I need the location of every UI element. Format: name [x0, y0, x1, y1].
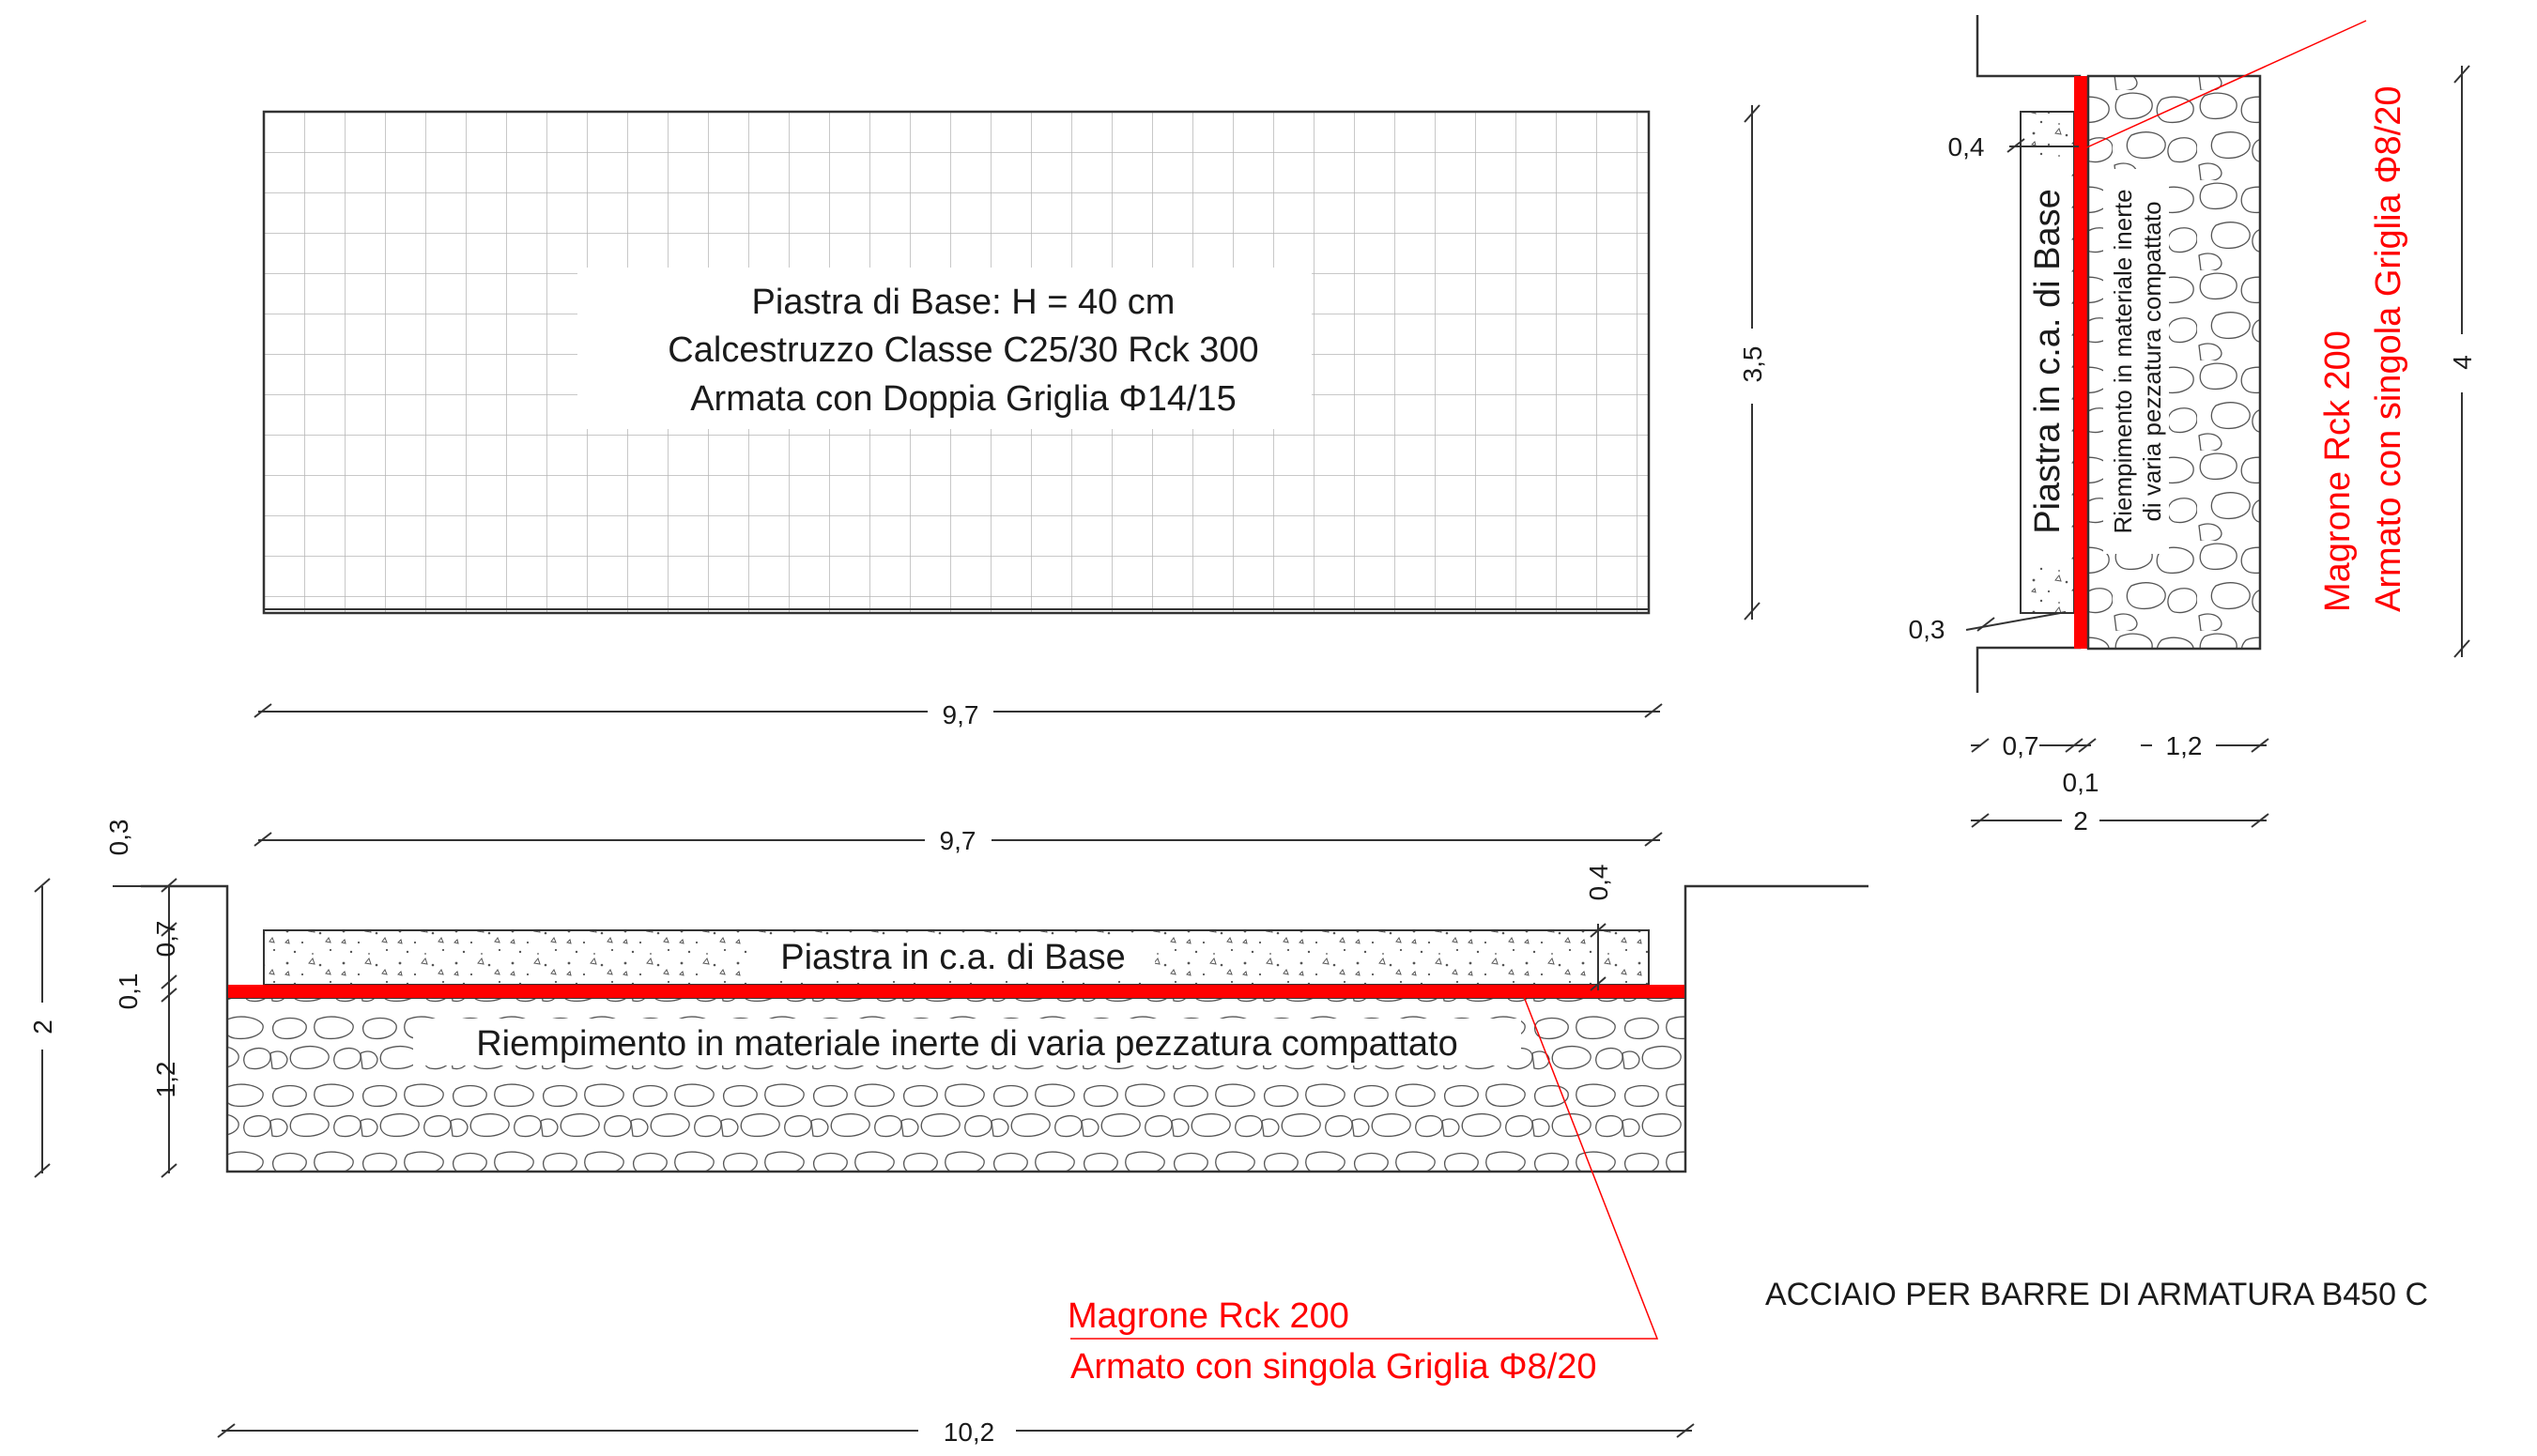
lean-label-line1: Magrone Rck 200 — [1068, 1296, 1349, 1336]
side-dim-12: 1,2 — [2166, 731, 2203, 760]
side-bottom-dimension-row — [1971, 738, 2269, 753]
plan-width-label: 9,7 — [943, 700, 979, 729]
plan-label-background — [577, 268, 1312, 429]
side-total-width-label: 2 — [2073, 806, 2088, 835]
side-total-height-label: 4 — [2448, 355, 2477, 370]
side-dim-03: 0,3 — [1909, 615, 1945, 644]
plan-title-line2: Calcestruzzo Classe C25/30 Rck 300 — [668, 330, 1258, 370]
side-total-height-dimension — [2453, 65, 2470, 658]
side-fill-label-background — [2103, 169, 2169, 554]
fill-label: Riempimento in materiale inerte di varia… — [476, 1024, 1458, 1064]
side-slab-label: Piastra in c.a. di Base — [2028, 189, 2068, 534]
left-total-dimension — [34, 878, 51, 1178]
fill-label-background — [413, 1019, 1521, 1065]
ground-profile — [141, 884, 1868, 1173]
side-lean-line2: Armato con singola Griglia Φ8/20 — [2369, 86, 2408, 612]
side-dim-04: 0,4 — [1948, 132, 1985, 161]
section-top-width-label: 9,7 — [940, 826, 976, 855]
left-dim-03: 0,3 — [104, 820, 133, 856]
slab-thickness-dimension — [1590, 923, 1607, 991]
long-section: Piastra in c.a. di Base Riempimento in m… — [28, 820, 1868, 1447]
lean-leader-line — [1070, 989, 1659, 1340]
plan-view: Piastra di Base: H = 40 cm Calcestruzzo … — [254, 104, 1767, 729]
slab-label: Piastra in c.a. di Base — [780, 938, 1126, 977]
left-stack-dimension — [113, 878, 177, 1178]
plan-height-dimension — [1744, 104, 1761, 621]
left-dim-01: 0,1 — [114, 973, 143, 1010]
slab-label-background — [751, 935, 1155, 978]
side-lean-leader-line — [2080, 20, 2367, 151]
side-fill-line1: Riempimento in materiale inerte — [2109, 189, 2137, 533]
plan-title-line1: Piastra di Base: H = 40 cm — [752, 283, 1176, 322]
plan-title-line3: Armata con Doppia Griglia Φ14/15 — [690, 379, 1237, 419]
side-dim-01: 0,1 — [2063, 768, 2099, 797]
plan-height-label: 3,5 — [1738, 346, 1767, 383]
side-section: Piastra in c.a. di Base Riempimento in m… — [1909, 15, 2477, 835]
side-ground-profile-bottom — [1976, 612, 2082, 693]
left-dim-07: 0,7 — [151, 921, 180, 958]
left-total-label: 2 — [28, 1019, 57, 1035]
section-bottom-width-label: 10,2 — [944, 1418, 995, 1447]
left-dim-12: 1,2 — [151, 1062, 180, 1098]
side-left-dimensions — [1965, 138, 2079, 632]
side-total-width-dimension — [1971, 813, 2269, 828]
side-fill-line2: di varia pezzatura compattato — [2138, 201, 2166, 521]
section-top-dimension — [254, 832, 1663, 847]
side-lean-line1: Magrone Rck 200 — [2318, 330, 2358, 612]
side-slab-label-background — [2024, 160, 2069, 563]
lean-concrete-layer — [228, 985, 1684, 998]
steel-note: ACCIAIO PER BARRE DI ARMATURA B450 C — [1765, 1277, 2428, 1312]
section-bottom-dimension — [217, 1423, 1695, 1438]
side-lean-layer — [2074, 76, 2087, 649]
side-dim-07: 0,7 — [2003, 731, 2039, 760]
plan-width-dimension — [254, 703, 1663, 718]
lean-label-line2: Armato con singola Griglia Φ8/20 — [1070, 1347, 1596, 1387]
slab-thickness-label: 0,4 — [1584, 865, 1613, 901]
